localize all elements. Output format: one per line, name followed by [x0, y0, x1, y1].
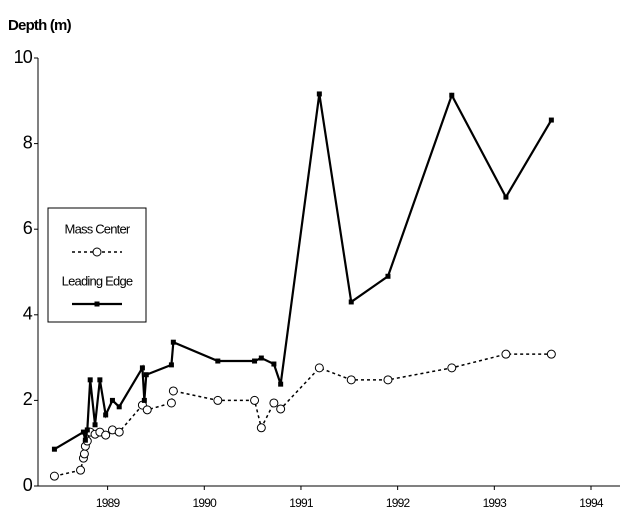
y-tick-label: 8 — [23, 132, 33, 152]
point — [84, 427, 90, 433]
point — [166, 398, 176, 408]
point — [269, 398, 279, 408]
point — [141, 397, 147, 403]
point — [258, 355, 264, 361]
point — [252, 358, 258, 364]
point — [168, 362, 174, 368]
point — [143, 372, 149, 378]
x-tick-label: 1990 — [193, 496, 218, 510]
point — [449, 92, 455, 98]
legend-label: Leading Edge — [62, 273, 133, 288]
point — [250, 395, 260, 405]
x-tick-label: 1989 — [96, 496, 121, 510]
x-tick-label: 1992 — [386, 496, 411, 510]
point — [383, 375, 393, 385]
point — [49, 471, 59, 481]
line — [54, 353, 552, 477]
point — [215, 358, 221, 364]
x-tick-label: 1991 — [289, 496, 314, 510]
legend-marker — [94, 301, 100, 307]
point — [114, 427, 124, 437]
point — [501, 349, 511, 359]
point — [256, 423, 266, 433]
point — [142, 405, 152, 415]
point — [170, 339, 176, 345]
point — [278, 381, 284, 387]
x-tick-label: 1994 — [579, 496, 604, 510]
point — [503, 194, 509, 200]
point — [87, 377, 93, 383]
point — [109, 397, 115, 403]
point — [276, 404, 286, 414]
point — [80, 429, 86, 435]
y-tick-label: 2 — [23, 389, 33, 409]
point — [139, 365, 145, 371]
point — [548, 117, 554, 123]
point — [79, 449, 89, 459]
y-axis-title: Depth (m) — [8, 17, 72, 34]
line — [53, 92, 553, 451]
legend-marker — [92, 247, 102, 257]
point — [213, 395, 223, 405]
point — [447, 363, 457, 373]
legend-label: Mass Center — [65, 221, 131, 236]
point — [346, 375, 356, 385]
point — [97, 377, 103, 383]
point — [116, 404, 122, 410]
point — [101, 430, 111, 440]
y-tick-label: 10 — [14, 47, 33, 67]
point — [82, 437, 88, 443]
point — [76, 465, 86, 475]
x-tick-label: 1993 — [483, 496, 508, 510]
y-tick-label: 0 — [23, 475, 33, 495]
point — [271, 361, 277, 367]
point — [314, 363, 324, 373]
point — [348, 299, 354, 305]
point — [103, 412, 109, 418]
point — [385, 273, 391, 279]
point — [546, 349, 556, 359]
point — [92, 422, 98, 428]
point — [168, 386, 178, 396]
y-tick-label: 4 — [23, 304, 33, 324]
y-tick-label: 6 — [23, 218, 33, 238]
point — [51, 446, 57, 452]
point — [316, 91, 322, 97]
